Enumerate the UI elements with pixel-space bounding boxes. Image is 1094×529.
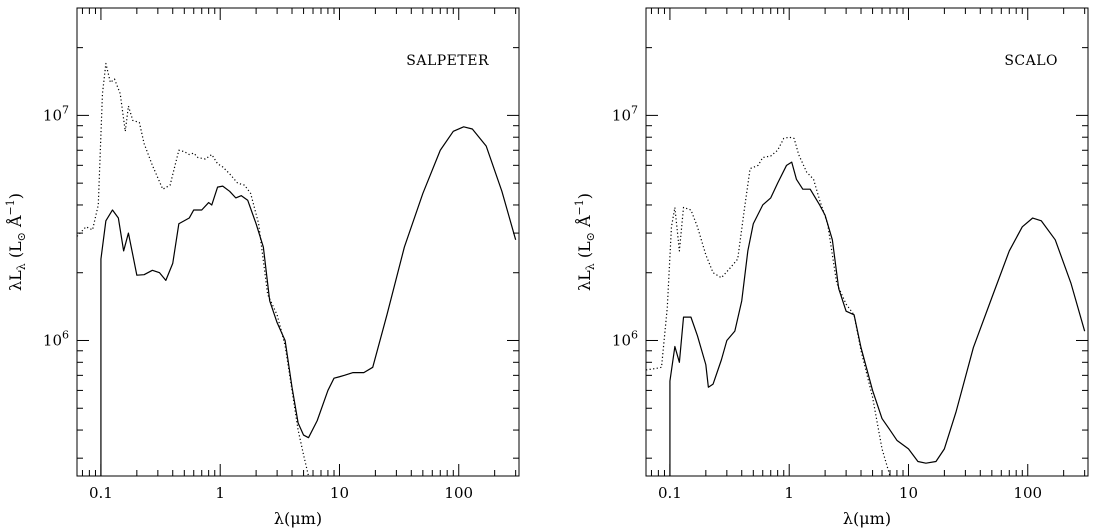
plot-frame: [76, 7, 520, 477]
y-axis-label: λLλ (L⊙ Å−1): [4, 193, 28, 291]
y-tick-exponent: 7: [631, 103, 638, 116]
y-tick-label: 106: [612, 328, 638, 349]
y-tick-base: 10: [612, 331, 631, 349]
y-tick-label: 107: [43, 103, 69, 124]
y-label-subscript: λ: [15, 263, 28, 270]
y-label-units-subscript: ⊙: [584, 232, 597, 241]
y-axis-label: λLλ (L⊙ Å−1): [573, 193, 597, 291]
y-label-units-superscript: −1: [4, 199, 17, 215]
x-tick-label: 0.1: [89, 484, 113, 502]
series-line-dotted: [77, 62, 310, 476]
y-label-units-close: ): [575, 193, 594, 199]
y-label-subscript: λ: [584, 263, 597, 270]
y-label-units-angstrom: Å: [574, 215, 594, 232]
y-tick-exponent: 7: [62, 103, 69, 116]
x-tick-label: 0.1: [658, 484, 682, 502]
y-label-units: (L: [6, 241, 25, 263]
y-tick-label: 106: [43, 328, 69, 349]
y-tick-base: 10: [43, 331, 62, 349]
y-label-units-angstrom: Å: [5, 215, 25, 232]
y-tick-base: 10: [612, 106, 631, 124]
y-tick-exponent: 6: [62, 328, 69, 341]
x-tick-label: 1: [784, 484, 794, 502]
y-tick-base: 10: [43, 106, 62, 124]
y-label-units-superscript: −1: [573, 199, 586, 215]
series-line-solid: [669, 161, 1086, 476]
x-tick-label: 10: [899, 484, 918, 502]
plot-frame: [645, 7, 1089, 477]
x-tick-label: 1: [215, 484, 225, 502]
x-axis-label: λ(μm): [843, 509, 891, 528]
y-label-units: (L: [575, 241, 594, 263]
x-axis-label: λ(μm): [274, 509, 322, 528]
panel-label: SCALO: [1004, 53, 1058, 69]
y-tick-label: 107: [612, 103, 638, 124]
y-label-units-close: ): [6, 193, 25, 199]
x-tick-label: 10: [330, 484, 349, 502]
panel-label: SALPETER: [406, 53, 489, 69]
series-line-solid: [100, 126, 517, 476]
x-tick-label: 100: [1013, 484, 1042, 502]
y-label-main: λL: [6, 270, 25, 291]
y-label-main: λL: [575, 270, 594, 291]
series-line-dotted: [646, 136, 891, 476]
x-tick-label: 100: [444, 484, 473, 502]
y-tick-exponent: 6: [631, 328, 638, 341]
y-label-units-subscript: ⊙: [15, 232, 28, 241]
